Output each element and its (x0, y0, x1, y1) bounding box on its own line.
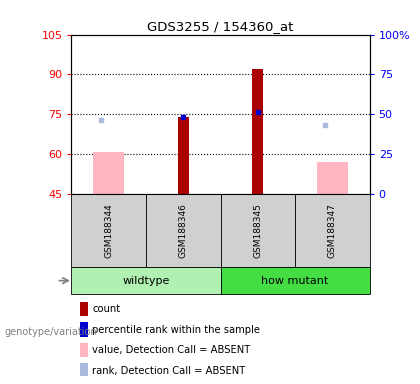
Text: genotype/variation: genotype/variation (4, 327, 97, 337)
Bar (178, 117, 189, 194)
Bar (80, 302, 88, 316)
Text: GSM188347: GSM188347 (328, 203, 337, 258)
Bar (71, 267, 220, 294)
Bar (220, 267, 370, 294)
Bar (317, 162, 348, 194)
Bar (252, 69, 263, 194)
Text: how mutant: how mutant (261, 276, 329, 286)
Bar (93, 152, 124, 194)
Text: value, Detection Call = ABSENT: value, Detection Call = ABSENT (92, 345, 250, 355)
Text: GSM188346: GSM188346 (179, 203, 188, 258)
Bar (295, 194, 370, 267)
Bar (80, 322, 88, 337)
Bar (80, 343, 88, 358)
Text: count: count (92, 304, 121, 314)
Text: rank, Detection Call = ABSENT: rank, Detection Call = ABSENT (92, 366, 246, 376)
Text: wildtype: wildtype (122, 276, 170, 286)
Bar (80, 363, 88, 378)
Bar (220, 194, 295, 267)
Title: GDS3255 / 154360_at: GDS3255 / 154360_at (147, 20, 294, 33)
Bar (146, 194, 220, 267)
Bar (71, 194, 146, 267)
Text: percentile rank within the sample: percentile rank within the sample (92, 324, 260, 334)
Text: GSM188345: GSM188345 (253, 203, 262, 258)
Text: GSM188344: GSM188344 (104, 203, 113, 258)
